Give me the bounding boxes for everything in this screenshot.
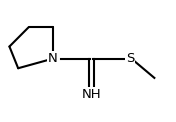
- Text: S: S: [126, 52, 134, 65]
- Text: N: N: [48, 52, 58, 65]
- Text: NH: NH: [82, 88, 101, 101]
